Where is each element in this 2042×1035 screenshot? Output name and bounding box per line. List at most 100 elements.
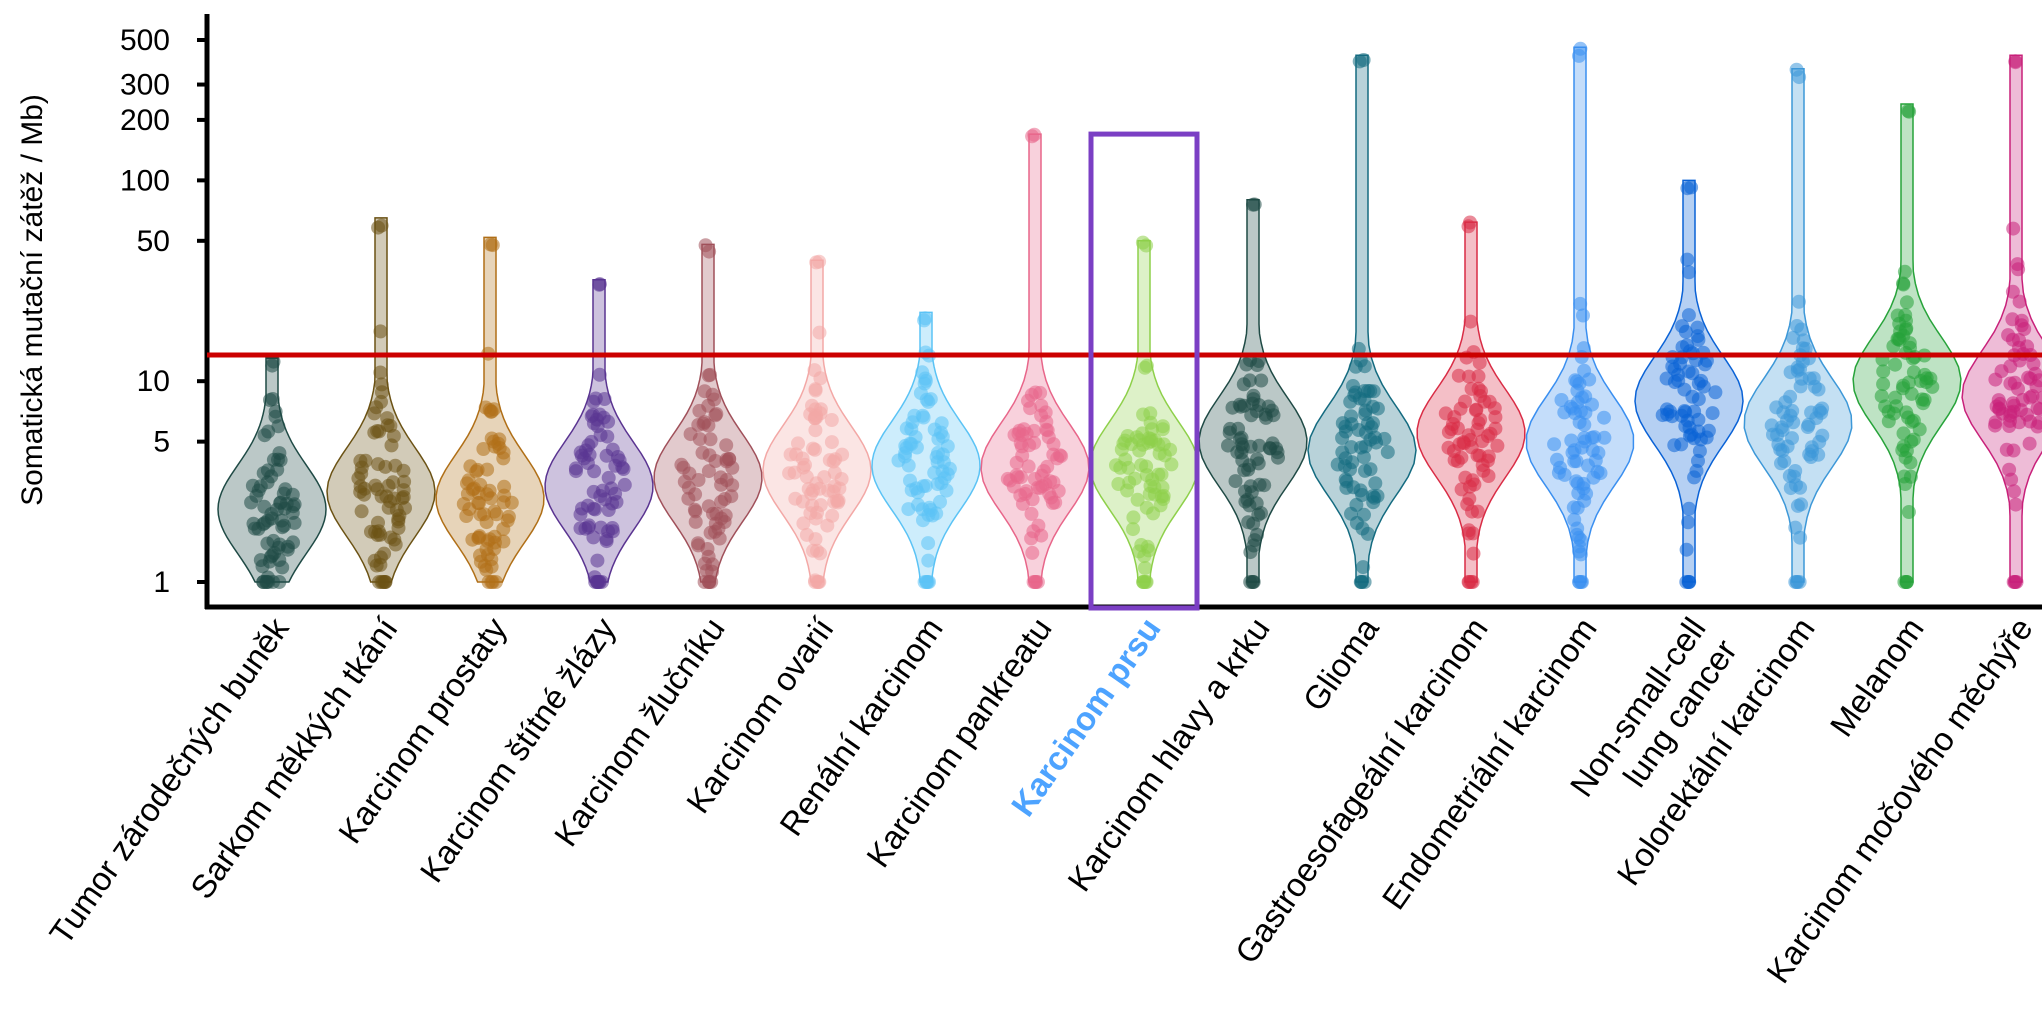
data-point [1576,308,1590,323]
data-point [1344,440,1359,455]
data-point [724,489,739,504]
data-point [677,474,692,489]
data-point [917,575,932,589]
data-point [568,461,583,476]
data-point [806,483,820,498]
data-point [588,391,603,406]
data-point [1139,238,1154,253]
data-point [1354,575,1369,589]
data-point [935,447,950,462]
data-point [1898,477,1913,491]
data-point [1691,453,1705,468]
data-point [825,508,840,523]
data-point [691,536,705,551]
y-tick-label: 10 [137,365,170,398]
data-point [702,448,717,463]
data-point [374,489,389,504]
data-point [824,413,839,427]
data-point [1573,547,1588,562]
data-point [1139,468,1154,483]
data-point [1897,264,1912,279]
data-point [1597,410,1611,425]
data-point [1682,575,1697,589]
data-point [1705,406,1720,421]
violin-body [1634,179,1744,583]
data-point [496,495,511,510]
data-point [253,553,268,568]
data-point [1230,445,1245,460]
data-point [1876,377,1891,392]
data-point [918,311,933,326]
data-point [374,218,389,233]
data-point [1270,445,1285,460]
x-category-label: Melanom [1823,611,1931,743]
data-point [373,365,388,380]
data-point [2001,328,2016,343]
data-point [908,430,923,445]
data-point [601,470,616,485]
data-point [2011,262,2026,277]
data-point [2033,402,2042,417]
data-point [1682,501,1696,516]
x-category-label: Karcinom hlavy a krku [1060,611,1277,898]
data-point [1023,401,1038,416]
data-point [1344,506,1358,521]
data-point [1899,295,1914,310]
data-point [1659,371,1674,386]
data-point [1380,445,1395,460]
data-point [2006,443,2021,458]
data-point [1903,340,1917,355]
data-point [1919,371,1934,386]
data-point [1225,400,1240,415]
data-point [1807,379,1822,394]
data-point [489,507,504,522]
highlight-box [1088,131,1200,611]
data-point [2012,340,2026,355]
data-point [1151,467,1166,482]
data-point [373,527,388,542]
data-point [713,470,728,485]
data-point [1223,421,1238,436]
data-point [1025,545,1040,560]
data-point [1355,488,1370,502]
violin-group [980,127,1090,589]
data-point [1906,413,1921,428]
data-point [1874,389,1889,404]
data-point [574,448,589,463]
data-point [1788,575,1803,589]
data-point [1245,396,1260,411]
data-point [587,464,602,479]
data-point [1358,463,1372,478]
data-point [273,495,288,510]
data-point [2008,575,2023,589]
data-point [1680,252,1695,267]
violin-group [1089,235,1199,589]
data-point [1682,265,1696,280]
data-point [1031,518,1046,533]
data-point [791,436,805,451]
data-point [1567,512,1582,527]
data-point [1994,364,2009,379]
data-point [386,475,400,490]
data-point [263,393,277,407]
data-point [2011,381,2025,396]
data-point [272,446,287,461]
data-point [1137,575,1151,589]
data-point [1490,438,1505,453]
data-point [1794,322,1809,337]
data-point [1679,542,1694,557]
data-point [476,442,491,456]
data-point [2002,419,2017,433]
data-point [2005,284,2020,299]
data-point [1584,430,1599,445]
data-point [1898,450,1913,465]
data-point [256,466,271,481]
data-point [2029,379,2042,394]
data-point [2022,436,2037,451]
data-point [899,421,914,436]
data-point [1367,490,1382,505]
data-point [1569,374,1584,389]
data-point [1048,495,1063,510]
data-point [1357,384,1372,398]
